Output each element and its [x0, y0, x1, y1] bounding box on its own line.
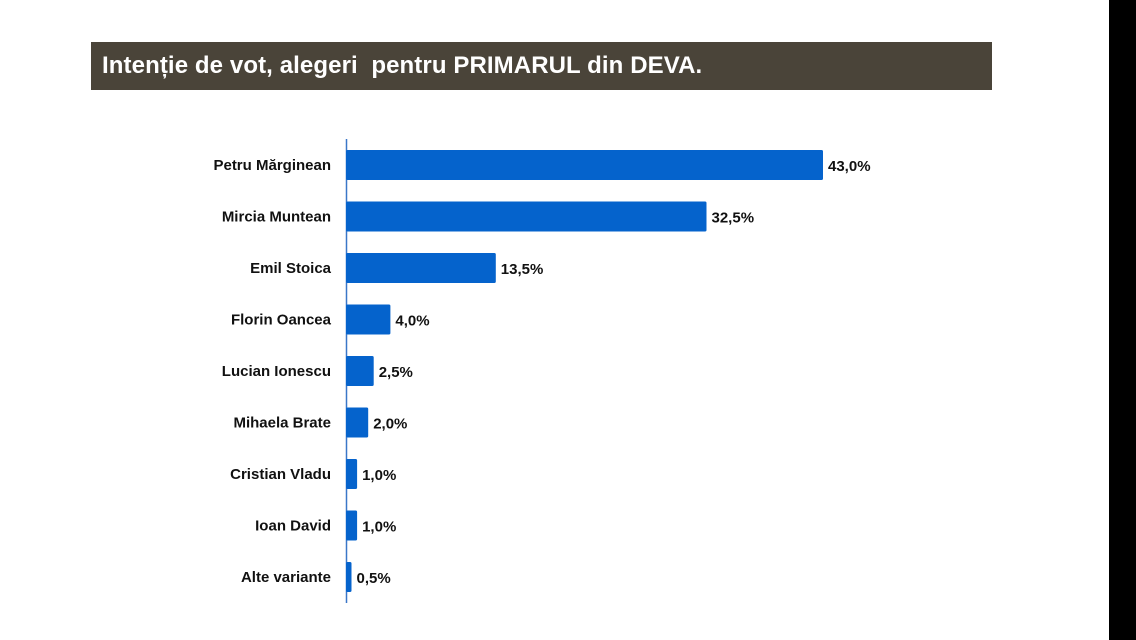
category-label-mihaela-brate: Mihaela Brate [233, 415, 331, 432]
value-label-emil-stoica: 13,5% [501, 261, 544, 278]
category-label-alte-variante: Alte variante [241, 569, 331, 586]
category-label-mircia-muntean: Mircia Muntean [222, 209, 331, 226]
category-label-petru-marginean: Petru Mărginean [213, 157, 331, 174]
bar-ioan-david [346, 510, 358, 541]
chart-title: Intenție de vot, alegeri pentru PRIMARUL… [102, 52, 703, 79]
value-label-mircia-muntean: 32,5% [712, 210, 755, 227]
value-label-cristian-vladu: 1,0% [362, 467, 396, 484]
bars-group [346, 150, 823, 592]
bar-mircia-muntean [346, 201, 707, 232]
bar-petru-marginean [346, 150, 823, 180]
bar-florin-oancea [346, 304, 391, 335]
bar-cristian-vladu [346, 459, 358, 489]
slide: Intenție de vot, alegeri pentru PRIMARUL… [0, 0, 1109, 640]
category-label-ioan-david: Ioan David [255, 518, 331, 535]
value-label-florin-oancea: 4,0% [395, 313, 429, 330]
bar-emil-stoica [346, 253, 496, 283]
title-bar: Intenție de vot, alegeri pentru PRIMARUL… [91, 42, 992, 90]
bar-chart: Petru Mărginean 43,0% Mircia Muntean 32,5% E… [213, 139, 871, 603]
value-label-mihaela-brate: 2,0% [373, 416, 407, 433]
value-label-ioan-david: 1,0% [362, 519, 396, 536]
labels-group: Petru Mărginean 43,0% Mircia Muntean 32,5% E… [213, 157, 870, 587]
bar-lucian-ionescu [346, 356, 374, 386]
category-label-florin-oancea: Florin Oancea [231, 312, 332, 329]
value-label-lucian-ionescu: 2,5% [379, 364, 413, 381]
category-label-emil-stoica: Emil Stoica [250, 260, 332, 277]
bar-alte-variante [346, 562, 352, 592]
value-label-petru-marginean: 43,0% [828, 158, 871, 175]
category-label-cristian-vladu: Cristian Vladu [230, 466, 331, 483]
value-label-alte-variante: 0,5% [357, 570, 391, 587]
category-label-lucian-ionescu: Lucian Ionescu [222, 363, 331, 380]
bar-mihaela-brate [346, 407, 369, 438]
